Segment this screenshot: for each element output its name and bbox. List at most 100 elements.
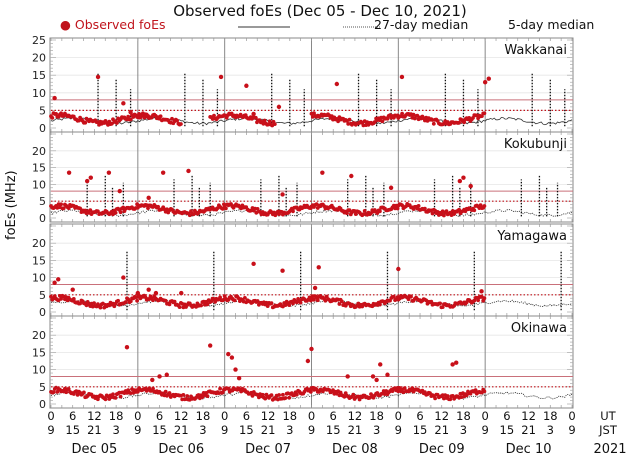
observed-point bbox=[175, 118, 180, 123]
observed-point-high bbox=[84, 178, 90, 184]
observed-point bbox=[71, 297, 76, 301]
observed-point-high bbox=[150, 377, 155, 383]
observed-point-high bbox=[305, 358, 311, 364]
x-tick-label-jst: 15 bbox=[239, 423, 254, 437]
observed-point bbox=[287, 395, 292, 400]
observed-point-high bbox=[146, 195, 151, 201]
observed-point bbox=[262, 118, 267, 123]
observed-point-high bbox=[251, 261, 256, 267]
observed-point bbox=[213, 300, 218, 304]
x-tick-label-ut: 18 bbox=[543, 409, 558, 423]
y-tick-label: 15 bbox=[32, 254, 46, 267]
observed-point bbox=[396, 389, 401, 394]
y-tick-label: 10 bbox=[32, 272, 46, 285]
x-tick-label-jst: 21 bbox=[434, 423, 449, 437]
observed-point bbox=[128, 117, 133, 122]
legend-observed-label: Observed foEs bbox=[74, 17, 166, 32]
x-tick-label-ut: 12 bbox=[521, 409, 536, 423]
day-label: Dec 10 bbox=[506, 442, 552, 457]
x-tick-label-jst: 15 bbox=[413, 423, 428, 437]
observed-point bbox=[142, 115, 147, 120]
observed-point bbox=[98, 305, 103, 310]
observed-point bbox=[269, 393, 274, 397]
observed-point bbox=[50, 116, 55, 120]
observed-point bbox=[391, 294, 396, 299]
observed-point bbox=[116, 298, 120, 303]
observed-point bbox=[172, 299, 177, 304]
median-line-okinawa bbox=[50, 391, 573, 400]
y-tick-label: 20 bbox=[32, 145, 46, 158]
observed-point-high bbox=[374, 377, 379, 383]
observed-point bbox=[179, 122, 183, 126]
y-tick-label: 5 bbox=[39, 381, 46, 394]
observed-point-high bbox=[334, 81, 340, 87]
observed-point bbox=[445, 394, 450, 398]
y-tick-label: 15 bbox=[32, 69, 46, 82]
station-label-kokubunji: Kokubunji bbox=[504, 137, 567, 152]
observed-point bbox=[64, 390, 69, 395]
x-tick-label-ut: 12 bbox=[87, 409, 102, 423]
observed-point bbox=[462, 120, 467, 125]
legend-observed: ● Observed foEs bbox=[60, 17, 165, 33]
observed-point bbox=[438, 301, 442, 306]
observed-point-high bbox=[121, 101, 126, 106]
observed-point-high bbox=[121, 275, 126, 280]
observed-point-high bbox=[345, 374, 350, 379]
x-tick-label-ut: 6 bbox=[243, 409, 250, 423]
x-tick-label-jst: 9 bbox=[308, 423, 315, 437]
observed-point bbox=[103, 397, 108, 402]
legend-observed-marker-icon: ● bbox=[60, 17, 71, 32]
observed-point bbox=[482, 296, 487, 301]
observed-point bbox=[205, 302, 210, 307]
x-tick-label-ut: 0 bbox=[395, 409, 402, 423]
observed-point-high bbox=[236, 376, 242, 381]
observed-point-high bbox=[461, 175, 466, 180]
x-tick-label-jst: 9 bbox=[482, 423, 489, 437]
observed-point bbox=[433, 396, 437, 401]
x-tick-label-jst: 9 bbox=[568, 423, 575, 437]
y-tick-label: 20 bbox=[32, 237, 46, 250]
observed-point bbox=[163, 298, 168, 303]
observed-point bbox=[61, 206, 66, 211]
observed-point bbox=[409, 294, 413, 299]
x-tick-label-jst: 3 bbox=[112, 423, 119, 437]
observed-point bbox=[345, 211, 349, 216]
legend-5day: 5-day median bbox=[508, 17, 594, 33]
observed-point bbox=[281, 392, 285, 397]
observed-point-high bbox=[207, 343, 213, 348]
observed-point-high bbox=[128, 109, 133, 115]
observed-point bbox=[351, 392, 356, 397]
observed-point bbox=[429, 299, 434, 304]
observed-point-high bbox=[244, 83, 249, 88]
observed-point bbox=[315, 298, 320, 303]
x-tick-label-ut: 0 bbox=[47, 409, 54, 423]
x-tick-label-ut: 0 bbox=[308, 409, 315, 423]
observed-point-high bbox=[70, 287, 75, 292]
x-tick-label-jst: 9 bbox=[134, 423, 141, 437]
y-tick-label: 5 bbox=[39, 289, 46, 302]
x-tick-label-jst: 3 bbox=[373, 423, 380, 437]
observed-point bbox=[158, 114, 163, 119]
legend-27day: 27-day median bbox=[374, 17, 468, 33]
observed-point bbox=[163, 389, 168, 394]
x-tick-label-jst: 15 bbox=[152, 423, 167, 437]
observed-point bbox=[265, 304, 270, 308]
observed-point bbox=[78, 206, 82, 211]
observed-point-high bbox=[316, 265, 321, 270]
x-tick-label-jst: 15 bbox=[500, 423, 515, 437]
observed-point bbox=[218, 386, 223, 391]
x-tick-label-ut: 12 bbox=[348, 409, 363, 423]
observed-point bbox=[66, 387, 71, 391]
median-line-kokubunji bbox=[50, 208, 573, 218]
observed-point bbox=[126, 297, 131, 302]
x-tick-label-ut: 12 bbox=[261, 409, 276, 423]
observed-point bbox=[218, 295, 223, 300]
observed-point bbox=[378, 302, 382, 307]
y-tick-label: 10 bbox=[32, 364, 46, 377]
y-tick-label: 20 bbox=[32, 329, 46, 342]
observed-point-high bbox=[135, 290, 141, 296]
observed-point bbox=[156, 204, 161, 209]
observed-point-high bbox=[312, 285, 318, 291]
observed-point bbox=[92, 301, 96, 305]
